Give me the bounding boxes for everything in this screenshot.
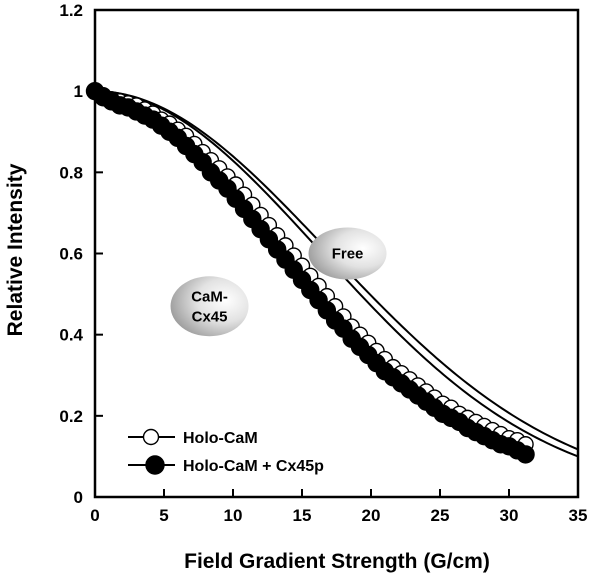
x-tick-label: 0 (90, 506, 99, 525)
x-tick-label: 20 (362, 506, 381, 525)
annotations-layer: Free CaM- Cx45 (170, 227, 387, 337)
y-tick-label: 0.8 (59, 163, 83, 182)
x-tick-label: 15 (293, 506, 312, 525)
annotation-bubble (308, 227, 387, 280)
y-tick-label: 0.6 (59, 245, 83, 264)
x-tick-label: 30 (500, 506, 519, 525)
annotation-label: CaM- (191, 288, 228, 305)
y-tick-label: 0.2 (59, 407, 83, 426)
y-axis-title: Relative Intensity (4, 163, 27, 336)
data-points-layer (85, 81, 535, 464)
x-tick-label: 25 (431, 506, 450, 525)
y-tick-label: 1.2 (59, 1, 83, 20)
x-tick-label: 35 (569, 506, 588, 525)
point-holo-cam-cx45p (516, 445, 535, 464)
legend-marker-open (142, 428, 160, 446)
axes-layer: 0 5 10 15 20 25 30 35 0 0.2 0.4 0.6 0.8 1 1.2 (59, 1, 587, 525)
annotation-label: Cx45 (192, 308, 228, 325)
annotation-label: Free (332, 246, 364, 263)
legend-label: Holo-CaM + Cx45p (183, 458, 324, 475)
annotation-bubble (170, 276, 249, 337)
legend-label: Holo-CaM (183, 430, 258, 447)
x-tick-label: 5 (159, 506, 168, 525)
x-tick-label: 10 (224, 506, 243, 525)
legend: Holo-CaM Holo-CaM + Cx45p (128, 428, 324, 475)
legend-marker-filled (145, 455, 165, 475)
x-axis-title: Field Gradient Strength (G/cm) (184, 550, 490, 573)
y-tick-label: 1 (74, 82, 83, 101)
y-tick-label: 0 (74, 488, 83, 507)
y-tick-label: 0.4 (59, 326, 83, 345)
